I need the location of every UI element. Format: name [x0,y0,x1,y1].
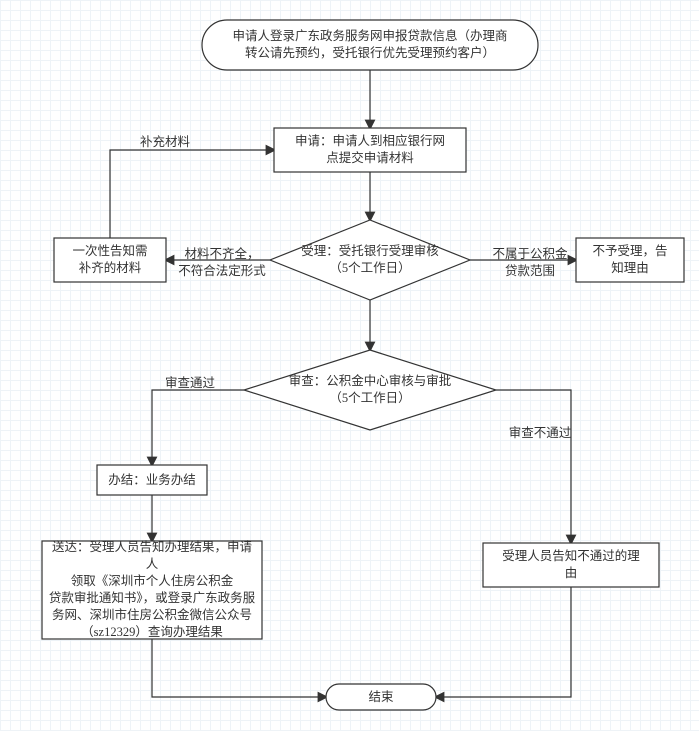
node-accept: 受理：受托银行受理审核 （5个工作日） [275,220,465,300]
node-apply: 申请：申请人到相应银行网 点提交申请材料 [279,128,461,172]
edge-label-failtxt: 审查不通过 [480,425,600,442]
edge-label-incomplete: 材料不齐全， 不符合法定形式 [162,246,282,280]
node-review: 审查：公积金中心审核与审批 （5个工作日） [249,350,491,430]
node-notice: 一次性告知需 补齐的材料 [59,238,161,282]
flowchart-canvas: 申请人登录广东政务服务网申报贷款信息（办理商 转公请先预约，受托银行优先受理预约… [0,0,699,731]
node-complete: 办结：业务办结 [102,465,202,495]
edge-label-outofscope: 不属于公积金 贷款范围 [470,246,590,280]
node-fail: 受理人员告知不通过的理 由 [488,543,654,587]
edge-label-supplement: 补充材料 [105,134,225,151]
node-deliver: 送达：受理人员告知办理结果，申请人 领取《深圳市个人住房公积金 贷款审批通知书》… [47,541,257,639]
node-reject: 不予受理，告 知理由 [581,238,679,282]
node-end: 结束 [331,684,431,710]
edge-label-pass: 审查通过 [130,375,250,392]
node-start: 申请人登录广东政务服务网申报贷款信息（办理商 转公请先预约，受托银行优先受理预约… [207,20,533,70]
